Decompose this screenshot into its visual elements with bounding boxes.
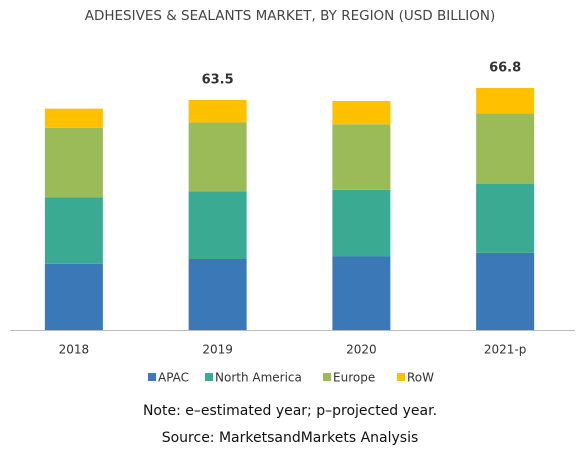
bar-segment (332, 101, 391, 125)
x-tick-label: 2019 (202, 343, 233, 357)
bar-segment (332, 189, 391, 257)
bar-segment (476, 88, 535, 114)
note: Note: e–estimated year; p–projected year… (143, 403, 437, 419)
legend-swatch (397, 373, 405, 381)
source: Source: MarketsandMarkets Analysis (162, 430, 419, 446)
x-tick-label: 2021-p (484, 343, 527, 357)
legend-label: RoW (407, 371, 434, 385)
legend-label: APAC (158, 371, 189, 385)
legend-swatch (148, 373, 156, 381)
x-tick-label: 2018 (59, 343, 90, 357)
legend-label: North America (215, 371, 302, 385)
legend-label: Europe (333, 371, 375, 385)
bar-segment (188, 99, 247, 123)
bar-segment (44, 263, 103, 330)
bar-segment (476, 113, 535, 184)
x-tick-label: 2020 (346, 343, 377, 357)
legend-swatch (205, 373, 213, 381)
legend-swatch (323, 373, 331, 381)
bar-segment (188, 258, 247, 330)
bar-segment (44, 197, 103, 264)
bar-segment (332, 124, 391, 190)
chart-title: ADHESIVES & SEALANTS MARKET, BY REGION (… (85, 8, 495, 24)
bar-segment (44, 127, 103, 198)
total-label: 66.8 (489, 61, 521, 76)
bar-segment (476, 183, 535, 253)
total-label: 63.5 (202, 72, 234, 87)
bar-segment (44, 108, 103, 128)
bar-segment (332, 256, 391, 330)
bar-segment (476, 252, 535, 330)
bar-segment (188, 191, 247, 259)
bar-segment (188, 122, 247, 192)
